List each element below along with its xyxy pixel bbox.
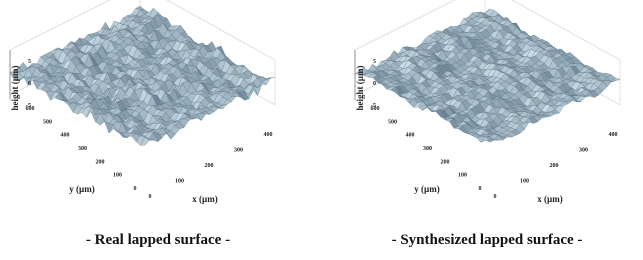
y-tick-label: 600 [26, 106, 35, 112]
x-tick-label: 100 [520, 179, 529, 185]
surface-plot: height (µm)50-56005004003002001000010020… [10, 0, 275, 248]
x-axis-label: x (µm) [537, 194, 562, 204]
y-tick-label: 0 [134, 186, 137, 192]
x-tick-label: 0 [494, 194, 497, 200]
y-tick-label: 300 [423, 146, 432, 152]
y-tick-label: 500 [388, 119, 397, 125]
y-tick-label: 100 [113, 173, 122, 179]
z-tick-label: 5 [28, 59, 31, 65]
x-tick-label: 300 [579, 148, 588, 154]
y-tick-label: 600 [371, 106, 380, 112]
y-axis-label: y (µm) [414, 184, 439, 194]
z-tick-label: 5 [373, 59, 376, 65]
y-axis-label: y (µm) [69, 184, 94, 194]
caption: - Synthesized lapped surface - [392, 232, 583, 248]
x-tick-label: 100 [175, 179, 184, 185]
y-tick-label: 300 [78, 146, 87, 152]
x-tick-label: 200 [205, 163, 214, 169]
y-tick-label: 500 [43, 119, 52, 125]
surface-plot: height (µm)50-56005004003002001000010020… [355, 0, 620, 248]
figure: height (µm)50-56005004003002001000010020… [0, 0, 643, 260]
y-tick-label: 100 [458, 173, 467, 179]
z-tick-label: 0 [28, 81, 31, 87]
caption: - Real lapped surface - [86, 232, 230, 248]
x-tick-label: 200 [550, 163, 559, 169]
surface-patch [486, 140, 495, 142]
z-axis-label: height (µm) [10, 66, 20, 111]
figure-canvas: height (µm)50-56005004003002001000010020… [0, 0, 643, 260]
z-axis-label: height (µm) [355, 66, 365, 111]
z-tick-label: 0 [373, 81, 376, 87]
y-tick-label: 400 [406, 133, 415, 139]
y-tick-label: 0 [479, 186, 482, 192]
y-tick-label: 200 [96, 159, 105, 165]
x-tick-label: 400 [609, 132, 618, 138]
y-tick-label: 400 [61, 133, 70, 139]
x-tick-label: 400 [264, 132, 273, 138]
y-tick-label: 200 [441, 159, 450, 165]
x-tick-label: 0 [149, 194, 152, 200]
x-axis-label: x (µm) [192, 194, 217, 204]
x-tick-label: 300 [234, 148, 243, 154]
